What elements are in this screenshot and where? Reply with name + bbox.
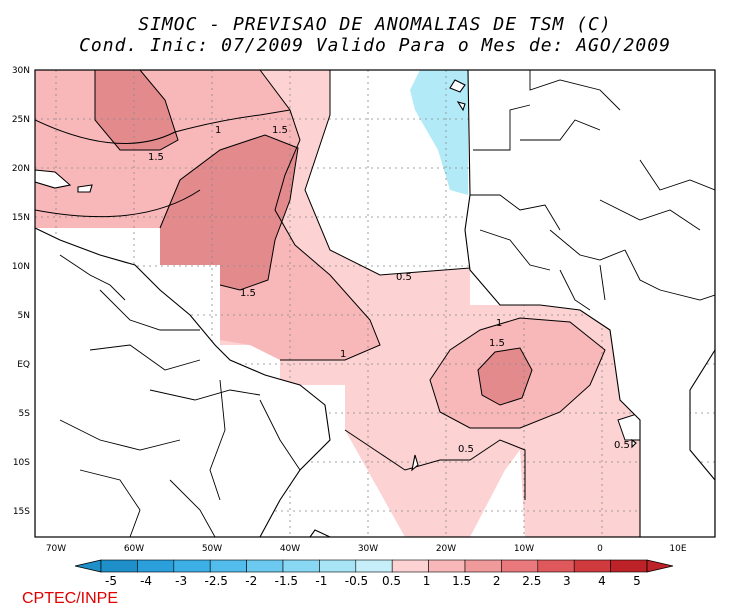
lat-label: 10S — [13, 458, 30, 468]
colorbar-box — [428, 559, 466, 573]
colorbar-label: -3 — [175, 574, 187, 588]
lat-label: 5S — [19, 409, 31, 419]
colorbar-label: -1.5 — [275, 574, 298, 588]
contour-label: 1.5 — [272, 125, 288, 136]
lat-label: 15S — [13, 507, 30, 517]
lon-label: 30W — [358, 544, 378, 554]
colorbar-label: 1.5 — [452, 574, 471, 588]
contour-label: 1.5 — [489, 338, 505, 349]
colorbar-box — [537, 559, 575, 573]
lat-label: 25N — [12, 115, 30, 125]
colorbar-label: 2 — [493, 574, 501, 588]
colorbar-box — [464, 559, 502, 573]
lon-label: 10W — [514, 544, 534, 554]
colorbar-box — [100, 559, 138, 573]
south-america — [35, 227, 331, 537]
canary-islands — [449, 79, 466, 93]
lat-label: 10N — [12, 262, 30, 272]
colorbar-label: 0.5 — [382, 574, 401, 588]
colorbar-labels: -5 -4 -3 -2.5 -2 -1.5 -1 -0.5 0.5 1 1.5 2 2.5 3 4 5 — [105, 574, 641, 588]
anomaly-region-1.5-north — [95, 70, 178, 150]
colorbar-box — [246, 559, 284, 573]
map-frame — [34, 69, 716, 538]
footer-credit: CPTEC/INPE — [22, 590, 119, 607]
negative-anomaly-region — [410, 70, 468, 195]
colorbar-box — [391, 559, 429, 573]
contour-label: 0.5 — [458, 444, 474, 455]
contour-label: 1 — [340, 349, 346, 360]
anomaly-region-1.5-central — [160, 135, 298, 290]
colorbar-label: -1 — [315, 574, 327, 588]
gulf-of-guinea-islands — [631, 438, 637, 449]
lon-label: 20W — [436, 544, 456, 554]
colorbar-box — [355, 559, 393, 573]
colorbar-label: 1 — [423, 574, 431, 588]
colorbar-box — [610, 559, 648, 573]
contour-label: 1.5 — [148, 152, 164, 163]
map-subtitle: Cond. Inic: 07/2009 Valido Para o Mes de… — [79, 35, 671, 56]
colorbar-label: 3 — [563, 574, 571, 588]
land-masses — [35, 70, 715, 537]
contour-label: 1 — [496, 318, 502, 329]
colorbar-label: -4 — [140, 574, 152, 588]
lon-label: 70W — [46, 544, 66, 554]
lon-label: 50W — [202, 544, 222, 554]
contour-label: 0.5 — [396, 272, 412, 283]
contour-label: 1 — [215, 125, 221, 136]
map-title: SIMOC - PREVISAO DE ANOMALIAS DE TSM (C) — [138, 14, 612, 35]
africa — [464, 70, 715, 537]
colorbar-box — [137, 559, 175, 573]
anomaly-region-1.5-gulf — [478, 348, 532, 405]
lon-label: 10E — [669, 544, 686, 554]
colorbar-left-arrow — [74, 559, 102, 573]
lat-label: EQ — [17, 360, 30, 370]
lon-label: 0 — [597, 544, 603, 554]
longitude-axis: 70W 60W 50W 40W 30W 20W 10W 0 10E — [46, 544, 687, 554]
contour-labels: 1.5 1 1.5 0.5 1.5 1 1.5 1 0.5 0.5 — [148, 125, 630, 455]
colorbar-label: 4 — [598, 574, 606, 588]
contour-label: 0.5 — [614, 440, 630, 451]
colorbar-label: -2 — [245, 574, 257, 588]
colorbar: -5 -4 -3 -2.5 -2 -1.5 -1 -0.5 0.5 1 1.5 2 2.5 3 4 5 — [74, 559, 674, 588]
lat-label: 5N — [18, 311, 30, 321]
contour-lines — [35, 70, 661, 500]
contour-label: 1.5 — [240, 288, 256, 299]
colorbar-label: -5 — [105, 574, 117, 588]
colorbar-box — [173, 559, 211, 573]
colorbar-box — [573, 559, 611, 573]
colorbar-boxes — [100, 559, 648, 573]
caribbean-islands — [35, 169, 72, 189]
lat-label: 30N — [12, 66, 30, 76]
lat-label: 15N — [12, 213, 30, 223]
lon-label: 60W — [124, 544, 144, 554]
colorbar-box — [282, 559, 320, 573]
lon-label: 40W — [280, 544, 300, 554]
country-borders — [59, 70, 715, 537]
map-content: 1.5 1 1.5 0.5 1.5 1 1.5 1 0.5 0.5 — [35, 70, 715, 537]
colorbar-label: -2.5 — [204, 574, 227, 588]
colorbar-box — [209, 559, 247, 573]
colorbar-box — [319, 559, 357, 573]
colorbar-label: -0.5 — [345, 574, 368, 588]
colorbar-label: 5 — [633, 574, 641, 588]
colorbar-right-arrow — [646, 559, 674, 573]
lat-label: 20N — [12, 164, 30, 174]
latitude-axis: 30N 25N 20N 15N 10N 5N EQ 5S 10S 15S — [12, 66, 30, 517]
colorbar-label: 2.5 — [522, 574, 541, 588]
colorbar-box — [501, 559, 539, 573]
